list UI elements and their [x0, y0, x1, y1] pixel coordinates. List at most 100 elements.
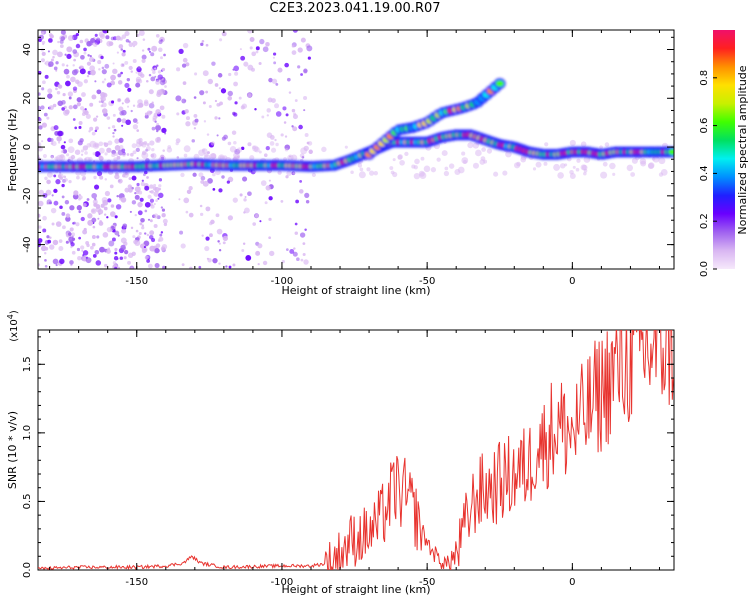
noise-speck	[65, 240, 69, 244]
noise-speck	[132, 118, 138, 123]
noise-speck	[215, 213, 220, 218]
noise-speck	[135, 141, 142, 148]
noise-speck	[100, 92, 106, 98]
noise-speck	[121, 152, 126, 157]
noise-speck	[67, 91, 74, 97]
noise-speck	[151, 68, 154, 72]
noise-speck	[65, 216, 71, 222]
noise-speck	[219, 101, 223, 106]
noise-speck	[70, 76, 76, 83]
noise-speck	[158, 184, 162, 188]
noise-speck	[73, 58, 76, 62]
noise-speck	[198, 265, 202, 269]
noise-speck	[221, 31, 227, 37]
snr-exponent: (x104)	[6, 310, 21, 342]
noise-speck	[599, 145, 603, 150]
noise-speck	[59, 171, 62, 174]
spectrogram-ytick-label: 40	[22, 43, 33, 56]
noise-speck	[203, 120, 207, 123]
noise-speck	[68, 179, 72, 184]
noise-speck	[159, 88, 165, 95]
noise-speck	[46, 199, 52, 205]
noise-speck	[47, 88, 53, 94]
spectrogram-ticks: -150 -100 -50 0 -40 -20 0 20 40	[22, 30, 674, 287]
noise-speck	[544, 142, 549, 147]
noise-speck	[249, 155, 255, 161]
noise-speck	[112, 131, 115, 135]
noise-speck	[291, 44, 295, 48]
noise-speck	[146, 176, 149, 179]
noise-speck	[214, 99, 218, 103]
noise-speck	[240, 55, 246, 61]
noise-speck	[151, 101, 154, 104]
noise-speck	[53, 125, 59, 131]
noise-speck	[305, 200, 310, 204]
noise-speck	[80, 216, 85, 222]
noise-speck	[154, 120, 157, 123]
noise-speck	[300, 37, 306, 43]
noise-speck	[390, 170, 395, 175]
noise-speck	[91, 235, 96, 239]
noise-speck	[44, 176, 48, 181]
noise-speck	[64, 178, 68, 182]
noise-speck	[60, 144, 66, 150]
noise-speck	[73, 190, 79, 196]
noise-speck	[60, 30, 66, 35]
noise-speck	[118, 106, 124, 112]
noise-speck	[49, 138, 54, 143]
noise-speck	[80, 106, 85, 111]
noise-speck	[199, 90, 205, 96]
noise-speck	[117, 266, 121, 269]
noise-speck	[96, 171, 103, 177]
noise-speck	[73, 221, 76, 225]
noise-speck	[51, 141, 57, 147]
noise-speck	[583, 171, 587, 176]
noise-speck	[576, 158, 581, 163]
noise-speck	[575, 167, 580, 172]
noise-speck	[140, 73, 145, 78]
noise-speck	[91, 209, 95, 213]
noise-speck	[181, 63, 187, 68]
noise-speck	[189, 266, 193, 269]
snr-ytick-label: 1.0	[22, 425, 33, 441]
noise-speck	[239, 193, 243, 197]
noise-speck	[102, 30, 109, 34]
noise-speck	[95, 115, 99, 118]
noise-speck	[41, 87, 45, 91]
noise-speck	[72, 193, 79, 200]
noise-speck	[65, 213, 71, 218]
noise-speck	[68, 156, 74, 162]
noise-speck	[70, 242, 75, 247]
noise-speck	[214, 169, 221, 176]
noise-speck	[212, 188, 216, 191]
colorbar-tick-label: 0.2	[699, 213, 710, 229]
noise-speck	[69, 227, 74, 232]
noise-speck	[90, 69, 96, 76]
noise-speck	[104, 63, 110, 69]
noise-speck	[444, 166, 449, 171]
noise-speck	[106, 226, 113, 233]
noise-speck	[311, 172, 316, 178]
noise-speck	[94, 33, 98, 37]
noise-speck	[90, 245, 94, 250]
noise-speck	[166, 147, 173, 153]
noise-speck	[84, 110, 89, 116]
noise-speck	[141, 224, 144, 227]
noise-speck	[160, 56, 163, 60]
noise-speck	[114, 266, 118, 269]
noise-speck	[216, 228, 223, 235]
noise-speck	[280, 200, 284, 203]
snr-frame	[37, 329, 675, 571]
noise-speck	[91, 131, 96, 136]
noise-speck	[101, 108, 108, 114]
noise-speck	[176, 112, 180, 116]
noise-speck	[80, 54, 85, 60]
noise-speck	[116, 97, 122, 103]
noise-speck	[72, 86, 78, 91]
noise-speck	[148, 102, 155, 109]
colorbar-gradient	[713, 30, 735, 269]
snr-xlabel: Height of straight line (km)	[281, 583, 430, 596]
spectrogram-xtick-label: 0	[569, 276, 575, 287]
noise-speck	[228, 72, 232, 77]
noise-speck	[472, 142, 479, 149]
